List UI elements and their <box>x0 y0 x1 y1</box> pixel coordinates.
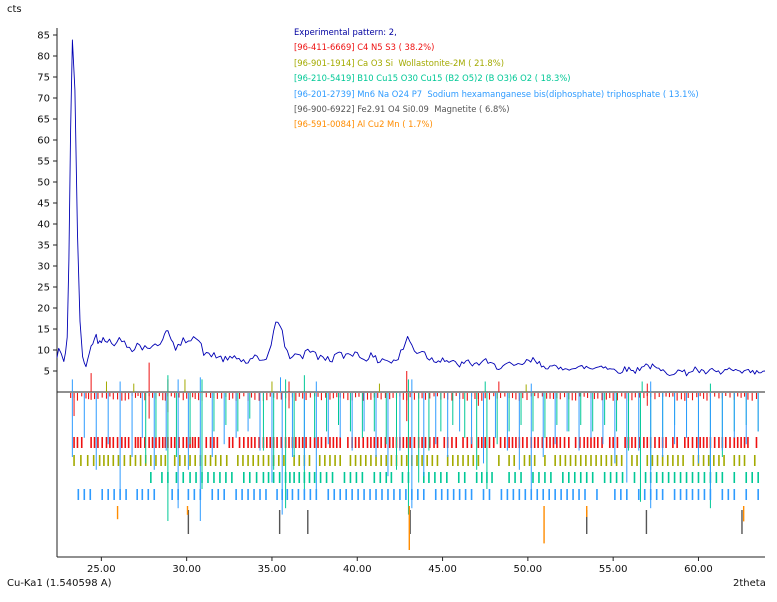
y-tick-label: 75 <box>37 73 50 84</box>
legend: Experimental pattern: 2, [96-411-6669] C4… <box>294 25 699 133</box>
phase-pattern-96-900-6922 <box>187 510 743 534</box>
y-axis-unit-label: cts <box>7 4 22 15</box>
experimental-pattern-trace <box>56 39 766 377</box>
legend-item: [96-201-2739] Mn6 Na O24 P7 Sodium hexam… <box>294 88 699 99</box>
y-tick-label: 10 <box>37 346 50 357</box>
y-tick-label: 65 <box>37 115 50 126</box>
x-axis-unit-label: 2theta <box>733 578 766 589</box>
y-tick-label: 35 <box>37 241 50 252</box>
y-tick-label: 5 <box>44 367 50 378</box>
legend-item: [96-411-6669] C4 N5 S3 ( 38.2%) <box>294 42 435 53</box>
calc-peaks-96-210-5419 <box>167 375 711 392</box>
x-tick-label: 30.00 <box>172 564 201 575</box>
calc-peaks-96-901-1914 <box>105 379 527 392</box>
anode-wavelength-label: Cu-Ka1 (1.540598 A) <box>7 578 112 589</box>
y-tick-label: 60 <box>37 136 50 147</box>
legend-item: [96-591-0084] Al Cu2 Mn ( 1.7%) <box>294 119 433 130</box>
legend-item: Experimental pattern: 2, <box>294 27 397 37</box>
x-tick-label: 60.00 <box>684 564 713 575</box>
y-tick-label: 45 <box>37 199 50 210</box>
x-tick-label: 25.00 <box>87 564 116 575</box>
phase-pattern-96-201-2739 <box>71 393 759 521</box>
y-tick-label: 50 <box>37 178 50 189</box>
calc-peaks-96-201-2739 <box>71 377 652 392</box>
y-tick-label: 80 <box>37 52 50 63</box>
y-tick-label: 85 <box>37 31 50 42</box>
legend-item: [96-210-5419] B10 Cu15 O30 Cu15 (B2 O5)2… <box>294 73 571 84</box>
legend-item: [96-901-1914] Ca O3 Si Wollastonite-2M (… <box>294 57 504 68</box>
x-tick-label: 35.00 <box>258 564 287 575</box>
y-tick-label: 20 <box>37 304 50 315</box>
y-tick-label: 30 <box>37 262 50 273</box>
axes <box>53 28 765 561</box>
phase-pattern-96-591-0084 <box>116 506 745 550</box>
axis-tick-labels: 5 10 15 20 25 30 35 40 45 50 55 60 65 70 75 80 85 25.00 30… <box>37 31 713 576</box>
y-tick-label: 40 <box>37 220 50 231</box>
y-tick-label: 15 <box>37 325 50 336</box>
x-tick-label: 50.00 <box>514 564 543 575</box>
legend-item: [96-900-6922] Fe2.91 O4 Si0.09 Magnetite… <box>294 104 510 115</box>
y-tick-label: 70 <box>37 94 50 105</box>
phase-pattern-96-901-1914 <box>73 455 756 466</box>
x-tick-label: 45.00 <box>428 564 457 575</box>
x-tick-label: 40.00 <box>343 564 372 575</box>
y-tick-label: 25 <box>37 283 50 294</box>
calc-peaks-96-411-6669 <box>90 362 648 392</box>
x-tick-label: 55.00 <box>599 564 628 575</box>
y-tick-label: 55 <box>37 157 50 168</box>
phase-pattern-96-411-6669 <box>70 393 758 448</box>
